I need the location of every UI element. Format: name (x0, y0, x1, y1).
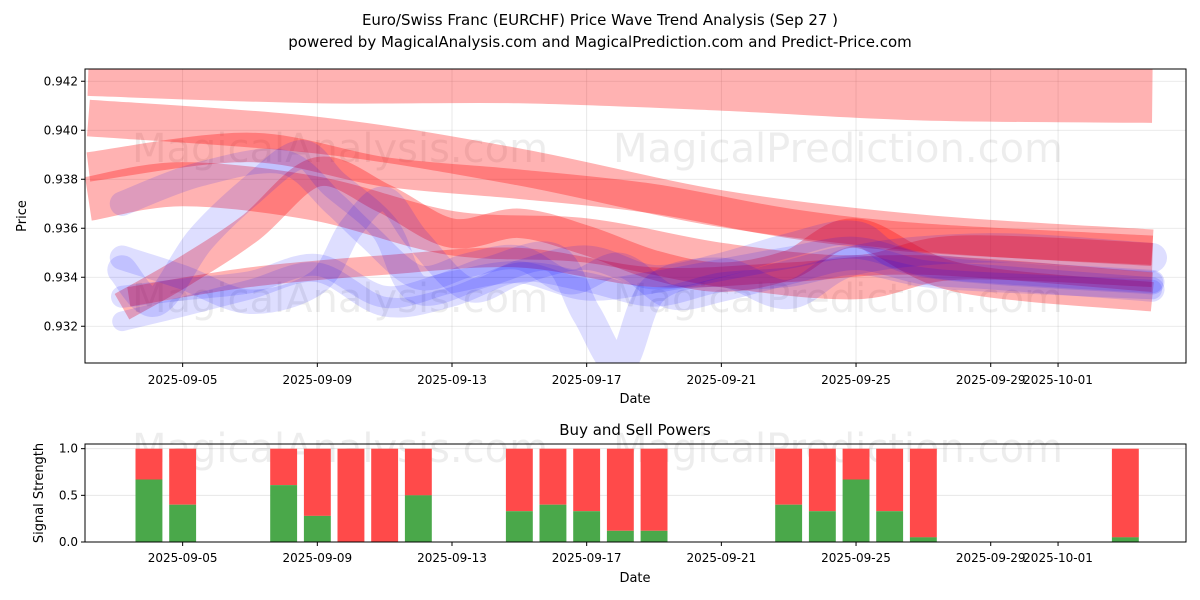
price-plot-frame (84, 68, 1187, 364)
x-tick-label: 2025-09-21 (686, 373, 756, 387)
sell-bar (135, 448, 163, 480)
x-tick-label: 2025-10-01 (1023, 551, 1093, 565)
x-tick-label: 2025-09-13 (417, 373, 487, 387)
signal-watermarks: MagicalAnalysis.com MagicalPrediction.co… (132, 426, 1063, 472)
price-watermarks: MagicalAnalysis.com MagicalPrediction.co… (132, 126, 1063, 322)
red-wave-band (127, 247, 1154, 307)
watermark-magical-analysis: MagicalAnalysis.com (132, 126, 548, 172)
buy-bar (270, 485, 298, 542)
red-wave-band (86, 132, 1154, 265)
price-grid (85, 69, 1186, 363)
red-wave-band (85, 162, 1154, 300)
x-tick-label: 2025-09-17 (552, 373, 622, 387)
red-wave-band (87, 99, 1154, 267)
signal-plot-frame (84, 443, 1187, 543)
signal-x-axis-label: Date (619, 571, 650, 586)
x-tick-label: 2025-09-25 (821, 373, 891, 387)
x-tick-label: 2025-09-29 (956, 551, 1026, 565)
buy-bar (876, 511, 904, 542)
sell-bar (775, 448, 803, 505)
sell-bar (303, 448, 331, 516)
y-tick-label: 0.938 (44, 172, 78, 186)
watermark-magical-prediction: MagicalPrediction.com (613, 276, 1063, 322)
sell-bar (606, 448, 634, 531)
x-tick-label: 2025-09-13 (417, 551, 487, 565)
signal-chart-title: Buy and Sell Powers (559, 421, 711, 439)
x-tick-label: 2025-09-05 (148, 551, 218, 565)
buy-bar (808, 511, 836, 542)
sell-bar (640, 448, 668, 531)
x-tick-label: 2025-09-21 (686, 551, 756, 565)
red-wave-band (114, 156, 1154, 320)
chart-title: Euro/Swiss Franc (EURCHF) Price Wave Tre… (362, 11, 838, 29)
sell-bar (169, 448, 197, 505)
buy-bar (135, 479, 163, 542)
buy-bar (169, 504, 197, 542)
sell-bar (505, 448, 533, 512)
y-tick-label: 0.942 (44, 74, 78, 88)
y-tick-label: 0.940 (44, 123, 78, 137)
sell-bar (404, 448, 432, 496)
x-tick-label: 2025-09-05 (148, 373, 218, 387)
x-tick-label: 2025-09-25 (821, 551, 891, 565)
x-tick-label: 2025-09-09 (282, 551, 352, 565)
sell-bar (539, 448, 567, 505)
buy-bar (404, 495, 432, 542)
watermark-magical-prediction: MagicalPrediction.com (613, 126, 1063, 172)
x-tick-label: 2025-10-01 (1023, 373, 1093, 387)
y-tick-label: 1.0 (59, 442, 78, 456)
blue-wave-band (111, 236, 1164, 309)
buy-bar (842, 479, 870, 542)
sell-bar (808, 448, 836, 512)
buy-bar (303, 515, 331, 542)
y-tick-label: 0.0 (59, 535, 78, 549)
watermark-magical-analysis: MagicalAnalysis.com (132, 276, 548, 322)
price-y-axis: 0.932 0.934 0.936 0.938 0.940 0.942 (44, 74, 85, 333)
signal-bars (135, 448, 1139, 542)
x-tick-label: 2025-09-09 (282, 373, 352, 387)
sell-bar (1111, 448, 1139, 538)
blue-wave-band (107, 140, 1167, 363)
red-wave-band (87, 69, 1153, 123)
buy-bar (573, 511, 601, 542)
buy-bar (606, 530, 634, 542)
signal-x-axis: 2025-09-05 2025-09-09 2025-09-13 2025-09-17… (148, 542, 1093, 565)
sell-bar (573, 448, 601, 512)
chart-subtitle: powered by MagicalAnalysis.com and Magic… (288, 33, 912, 51)
price-x-axis: 2025-09-05 2025-09-09 2025-09-13 2025-09-17… (148, 363, 1093, 387)
buy-bar (1111, 537, 1139, 542)
y-tick-label: 0.5 (59, 488, 78, 502)
sell-bar (876, 448, 904, 512)
y-tick-label: 0.932 (44, 319, 78, 333)
sell-bar (270, 448, 298, 486)
blue-wave-band (112, 255, 1163, 332)
price-x-axis-label: Date (619, 392, 650, 407)
wave-bands (85, 69, 1167, 363)
sell-bar (337, 448, 365, 542)
buy-bar (909, 537, 937, 542)
x-tick-label: 2025-09-17 (552, 551, 622, 565)
x-tick-label: 2025-09-29 (956, 373, 1026, 387)
sell-bar (371, 448, 399, 542)
watermark-magical-prediction: MagicalPrediction.com (613, 426, 1063, 472)
y-tick-label: 0.936 (44, 221, 78, 235)
signal-y-axis: 0.0 0.5 1.0 (59, 442, 85, 549)
buy-bar (539, 504, 567, 542)
blue-wave-band (109, 186, 1165, 314)
sell-bar (842, 448, 870, 480)
y-tick-label: 0.934 (44, 270, 78, 284)
buy-bar (775, 504, 803, 542)
signal-y-axis-label: Signal Strength (32, 443, 47, 543)
price-y-axis-label: Price (15, 200, 30, 232)
blue-wave-band (109, 148, 1165, 311)
buy-bar (640, 530, 668, 542)
buy-bar (505, 511, 533, 542)
sell-bar (909, 448, 937, 538)
